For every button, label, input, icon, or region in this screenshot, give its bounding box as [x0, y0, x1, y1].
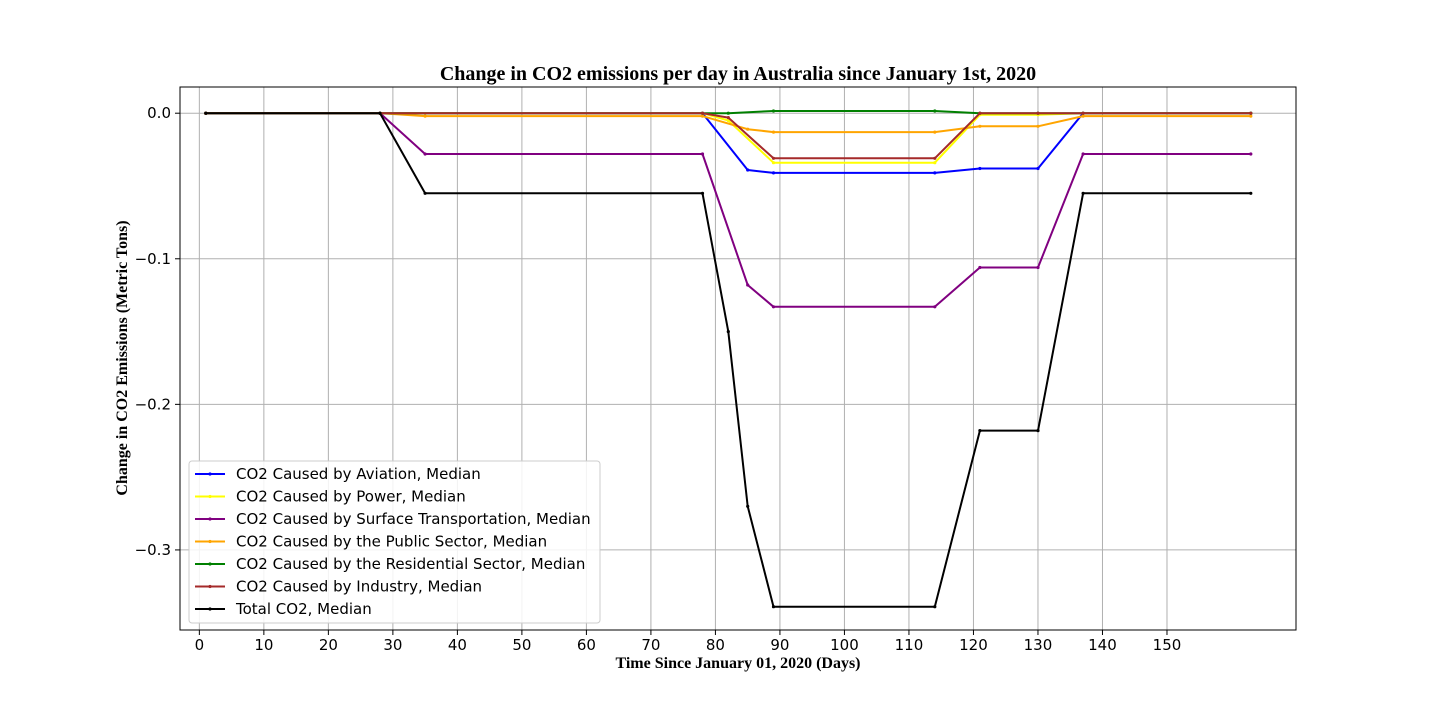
- data-point: [1036, 124, 1040, 128]
- data-point: [1036, 265, 1040, 270]
- data-point: [1081, 111, 1085, 115]
- plot-frame: [179, 86, 1297, 631]
- x-tick-label: 10: [254, 636, 273, 654]
- data-point: [700, 191, 705, 195]
- legend: CO2 Caused by Aviation, Median CO2 Caused…: [188, 460, 601, 624]
- x-tick-label: 120: [959, 636, 988, 654]
- data-point: [726, 118, 730, 123]
- data-point: [978, 429, 982, 433]
- legend-label: CO2 Caused by Aviation, Median: [236, 465, 481, 483]
- data-point: [771, 130, 776, 134]
- data-point: [700, 114, 705, 118]
- data-point: [726, 111, 730, 115]
- data-point: [746, 127, 750, 131]
- y-tick-label: 0.0: [147, 104, 171, 122]
- data-point: [1036, 429, 1040, 433]
- data-point: [978, 265, 982, 270]
- y-tick-label: −0.3: [135, 541, 171, 559]
- series-lines: [204, 109, 1253, 609]
- data-point: [978, 124, 982, 128]
- data-point: [1249, 114, 1253, 118]
- data-point: [378, 111, 382, 115]
- data-point: [771, 171, 776, 175]
- data-point: [771, 161, 776, 165]
- data-point: [423, 191, 427, 195]
- legend-marker: [208, 494, 212, 499]
- legend-box: [188, 460, 601, 624]
- x-tick-label: 80: [706, 636, 725, 654]
- legend-marker: [208, 539, 212, 544]
- data-point: [933, 305, 937, 309]
- x-tick-label: 0: [195, 636, 205, 654]
- x-tick-label: 140: [1088, 636, 1117, 654]
- x-tick-label: 110: [895, 636, 924, 654]
- data-point: [726, 116, 730, 120]
- legend-label: CO2 Caused by Industry, Median: [236, 578, 482, 596]
- data-point: [746, 168, 750, 172]
- data-point: [933, 156, 937, 160]
- data-point: [933, 109, 937, 113]
- legend-marker: [208, 472, 212, 476]
- x-tick-label: 60: [577, 636, 596, 654]
- y-axis-label: Change in CO2 Emissions (Metric Tons): [114, 220, 131, 495]
- legend-label: CO2 Caused by Surface Transportation, Me…: [236, 510, 591, 528]
- x-tick-label: 150: [1153, 636, 1182, 654]
- y-tick-label: −0.1: [135, 250, 171, 268]
- legend-marker: [208, 562, 212, 566]
- series-line-5: [205, 112, 1251, 160]
- data-point: [933, 161, 937, 165]
- data-point: [1036, 166, 1040, 171]
- data-point: [1249, 111, 1253, 115]
- data-point: [978, 166, 982, 171]
- x-tick-label: 20: [319, 636, 338, 654]
- data-point: [1081, 191, 1085, 195]
- data-point: [1249, 191, 1253, 195]
- data-point: [978, 111, 982, 115]
- data-point: [771, 156, 776, 160]
- data-point: [1081, 152, 1085, 156]
- data-point: [1249, 152, 1253, 156]
- data-point: [423, 152, 427, 156]
- data-point: [771, 109, 776, 113]
- grid: [180, 87, 1296, 630]
- x-axis-label: Time Since January 01, 2020 (Days): [615, 655, 860, 672]
- data-point: [204, 111, 208, 115]
- data-point: [423, 114, 427, 118]
- data-point: [746, 504, 750, 508]
- legend-label: Total CO2, Median: [235, 600, 372, 618]
- data-point: [1036, 111, 1040, 115]
- data-point: [726, 330, 730, 334]
- data-point: [700, 111, 705, 115]
- x-tick-label: 90: [770, 636, 789, 654]
- x-tick-label: 50: [512, 636, 531, 654]
- legend-marker: [208, 584, 212, 589]
- x-tick-label: 70: [641, 636, 660, 654]
- chart-title: Change in CO2 emissions per day in Austr…: [440, 63, 1036, 85]
- legend-marker: [208, 607, 212, 611]
- x-tick-label: 40: [448, 636, 467, 654]
- data-point: [771, 305, 776, 309]
- legend-label: CO2 Caused by Power, Median: [236, 488, 466, 506]
- data-point: [933, 171, 937, 175]
- series-line-6: [205, 112, 1251, 608]
- legend-marker: [208, 517, 212, 521]
- legend-label: CO2 Caused by the Public Sector, Median: [236, 533, 547, 551]
- data-point: [746, 283, 750, 287]
- x-tick-label: 100: [830, 636, 859, 654]
- legend-label: CO2 Caused by the Residential Sector, Me…: [236, 555, 585, 573]
- data-point: [771, 605, 776, 609]
- data-point: [933, 605, 937, 609]
- data-point: [1081, 114, 1085, 118]
- axis-ticks: 0 10 20 30 40 50 60 70 80 90 100 110 120 130 140 150 0.0…: [135, 104, 1182, 654]
- x-tick-label: 130: [1024, 636, 1053, 654]
- y-tick-label: −0.2: [135, 395, 171, 413]
- x-tick-label: 30: [383, 636, 402, 654]
- data-point: [700, 152, 705, 156]
- data-point: [933, 130, 937, 134]
